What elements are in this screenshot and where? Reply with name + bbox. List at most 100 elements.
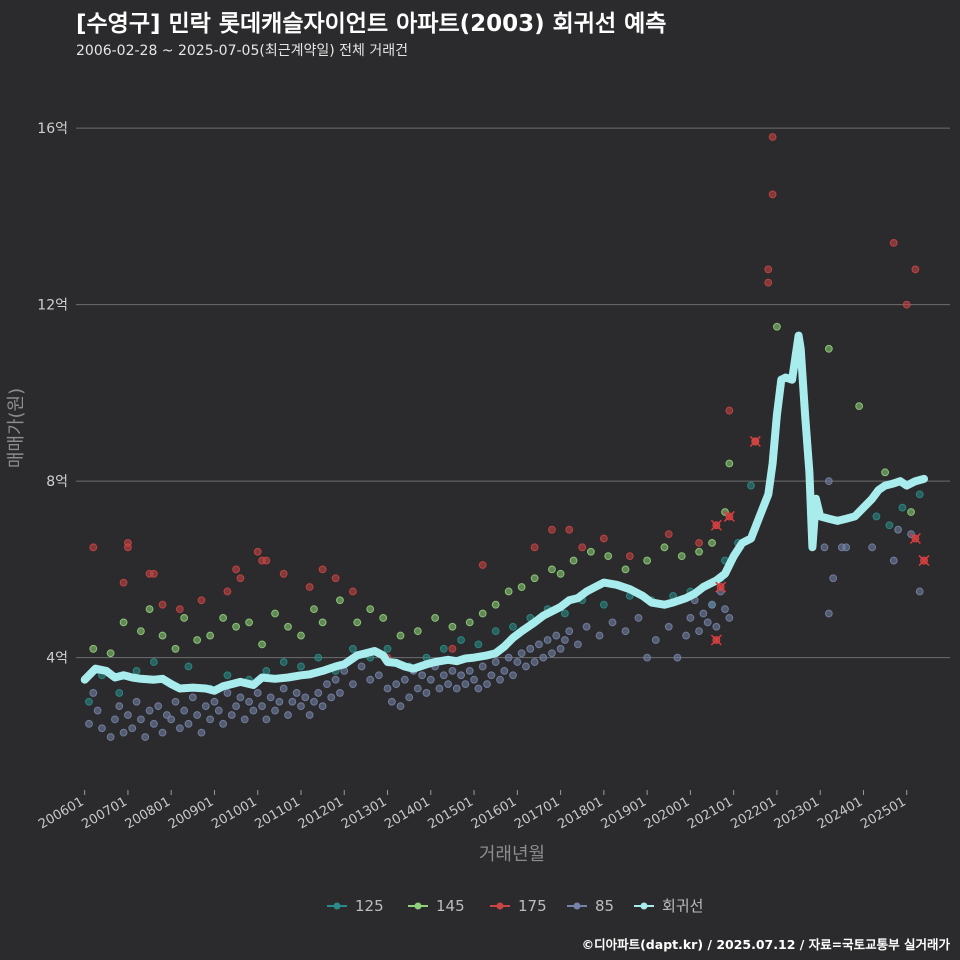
legend-label: 85 — [595, 897, 614, 915]
data-point-85 — [323, 680, 331, 689]
data-point-85 — [461, 680, 470, 689]
data-point-175 — [695, 539, 703, 547]
data-point-85 — [561, 636, 569, 644]
highlight-x-mark — [710, 634, 722, 646]
data-point-85 — [673, 653, 682, 662]
data-point-85 — [124, 711, 132, 719]
data-point-145 — [106, 649, 115, 658]
data-point-145 — [586, 547, 595, 556]
data-point-85 — [258, 702, 266, 711]
data-point-145 — [491, 600, 500, 609]
data-point-145 — [310, 605, 318, 614]
data-point-85 — [240, 715, 249, 724]
data-point-85 — [227, 711, 236, 719]
data-point-85 — [608, 618, 617, 627]
data-point-175 — [911, 265, 920, 274]
data-point-145 — [271, 609, 279, 618]
data-point-85 — [483, 680, 491, 689]
data-point-85 — [383, 684, 392, 693]
highlight-marks — [710, 435, 930, 646]
data-point-85 — [824, 477, 833, 486]
data-point-85 — [474, 684, 483, 693]
data-point-85 — [824, 609, 833, 618]
data-point-145 — [396, 631, 405, 640]
x-tick-label: 202101 — [685, 794, 735, 832]
data-point-175 — [768, 190, 777, 199]
x-tick-label: 202401 — [815, 794, 865, 832]
highlight-x-mark — [710, 519, 722, 531]
data-point-85 — [643, 653, 652, 662]
data-point-85 — [197, 728, 206, 737]
data-point-85 — [582, 622, 591, 631]
x-tick-label: 202201 — [728, 794, 778, 832]
x-tick-label: 202501 — [858, 794, 908, 832]
data-point-125 — [747, 481, 755, 490]
data-point-85 — [219, 719, 228, 728]
data-point-175 — [318, 565, 327, 574]
data-point-85 — [89, 689, 98, 697]
data-point-85 — [543, 636, 552, 644]
data-point-85 — [522, 662, 530, 671]
data-point-145 — [158, 631, 167, 640]
y-axis-title: 매매가(원) — [6, 388, 27, 468]
data-point-85 — [422, 689, 431, 697]
data-point-175 — [768, 133, 777, 141]
data-point-125 — [491, 627, 500, 636]
data-point-85 — [478, 662, 487, 671]
data-point-85 — [132, 697, 141, 706]
trend-line-group — [80, 331, 928, 695]
data-point-85 — [491, 658, 500, 666]
data-point-175 — [902, 300, 911, 309]
data-point-85 — [725, 614, 734, 622]
data-point-145 — [855, 402, 864, 411]
data-point-85 — [509, 671, 517, 680]
data-point-175 — [262, 556, 271, 565]
data-point-85 — [634, 614, 643, 622]
data-point-85 — [288, 697, 297, 706]
data-point-145 — [318, 618, 327, 627]
data-point-85 — [184, 719, 193, 728]
data-point-85 — [517, 649, 526, 658]
data-point-125 — [279, 658, 288, 666]
legend-label: 145 — [436, 897, 465, 915]
data-point-145 — [881, 468, 889, 477]
data-point-145 — [366, 605, 375, 614]
data-point-125 — [561, 609, 569, 618]
data-point-85 — [435, 684, 444, 693]
data-point-85 — [439, 671, 448, 680]
data-point-85 — [331, 675, 340, 684]
data-point-85 — [301, 693, 310, 702]
data-point-85 — [98, 724, 106, 733]
data-point-85 — [418, 671, 427, 680]
data-point-145 — [180, 614, 189, 622]
x-tick-label: 201301 — [339, 794, 389, 832]
data-point-125 — [262, 666, 271, 675]
data-point-145 — [643, 556, 652, 565]
data-point-85 — [236, 693, 245, 702]
data-point-145 — [530, 574, 539, 583]
data-point-85 — [396, 702, 405, 711]
data-point-85 — [201, 702, 210, 711]
legend-label: 회귀선 — [662, 897, 703, 915]
x-tick-label: 201401 — [382, 794, 432, 832]
data-point-85 — [695, 627, 703, 636]
data-point-175 — [599, 534, 608, 543]
data-point-125 — [85, 697, 93, 706]
data-point-85 — [703, 618, 712, 627]
data-point-125 — [474, 640, 483, 649]
data-point-85 — [180, 706, 189, 715]
data-point-145 — [258, 640, 266, 649]
legend-swatch-dot — [573, 902, 581, 910]
data-point-85 — [400, 675, 409, 684]
y-axis-ticks: 4억 8억 12억 16억 — [37, 121, 68, 666]
data-point-125 — [457, 636, 465, 644]
data-point-85 — [457, 671, 465, 680]
data-point-85 — [305, 711, 314, 719]
data-point-125 — [383, 644, 392, 653]
legend-swatch-dot — [414, 902, 422, 910]
x-axis-title: 거래년월 — [479, 844, 545, 865]
data-point-85 — [297, 702, 305, 711]
data-point-125 — [115, 689, 124, 697]
highlight-x-mark — [749, 435, 761, 447]
data-point-175 — [149, 569, 158, 578]
